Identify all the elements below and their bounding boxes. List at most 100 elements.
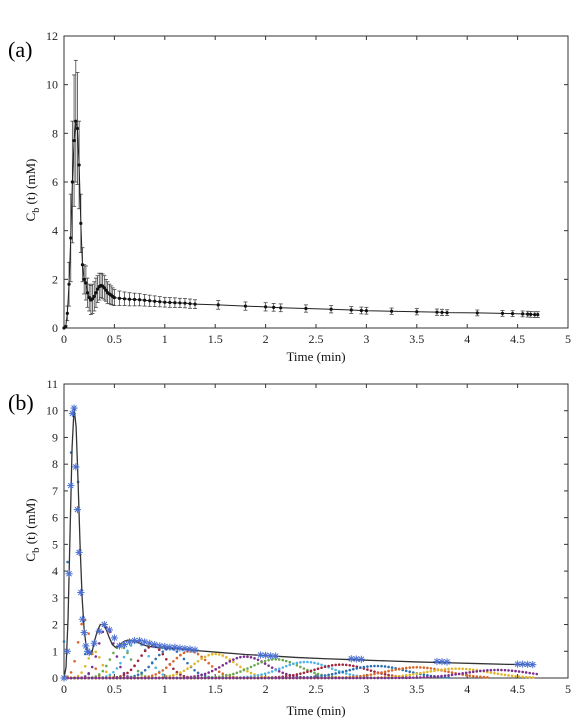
component-dot [207,653,210,657]
component-dot [143,649,147,653]
component-dot [101,663,105,667]
sample-marker-stroke [257,652,264,658]
data-point [349,308,353,312]
panel-b-x-tick-label: 3 [363,682,369,696]
component-dot [454,673,457,676]
component-dot [288,676,292,680]
component-dot [496,672,500,676]
sample-marker-stroke [187,646,193,653]
component-dot [366,676,369,680]
component-dot [119,665,122,669]
component-dot [383,676,387,680]
sample-marker [68,409,76,417]
component-dot [461,667,464,671]
data-point [168,300,172,305]
component-dot [433,669,436,672]
component-dot [376,672,380,675]
component-dot [73,676,76,680]
component-dot [373,670,376,673]
component-dot [87,672,90,675]
panel-a-x-axis-label: Time (min) [286,349,345,364]
component-dot [351,676,355,680]
component-dot [330,676,334,680]
component-dot [76,676,80,680]
data-point [138,298,142,302]
component-dot [281,666,285,669]
component-dot [397,676,401,680]
component-dot [288,663,292,667]
sample-marker [529,661,537,669]
component-dot [126,671,129,675]
sample-marker [63,647,71,655]
component-dot [496,668,500,672]
component-dot [210,669,214,673]
component-dot [108,676,112,680]
component-dot [313,671,316,675]
sample-marker [186,645,194,653]
panel-b-y-tick-label: 2 [52,618,58,632]
component-dot [200,655,203,659]
sample-marker [146,639,154,647]
component-dot [196,659,200,663]
component-dot [133,664,136,668]
component-dot [415,672,419,676]
component-dot [306,670,309,674]
sample-marker-stroke [101,621,108,628]
panel-b-axes: 0 0.5 1 1.5 2 2.5 3 3.5 4 4.5 5 0 1 2 3 4 5 6 7 8 9 10 11 [46,377,571,696]
component-dot [232,672,235,676]
component-dot [80,676,83,680]
component-dot [401,674,404,678]
component-dot [179,671,182,674]
component-dot [362,676,366,680]
data-point [390,309,394,313]
component-dot [531,676,535,679]
component-dot [157,676,161,680]
sample-marker [161,642,169,651]
component-dot [196,652,200,656]
component-dot [429,669,433,673]
panel-a-series-line [63,121,538,329]
data-point [304,306,308,311]
sample-marker [262,651,270,659]
sample-marker-stroke [182,645,188,652]
component-dot [246,667,249,670]
component-dot [179,676,182,680]
component-dot [274,676,277,680]
panel-b-y-tick-label: 5 [52,537,58,551]
panel-a-x-tick-label: 3 [363,332,369,346]
component-dot [66,560,69,564]
component-dot [507,669,510,672]
panel-a-y-tick-label: 10 [46,78,58,92]
component-dot [235,676,239,680]
component-dot [129,676,133,680]
component-dot [112,670,115,674]
component-dot [175,670,179,674]
component-dot [486,675,489,679]
component-dot [150,674,154,677]
component-dot [207,661,210,665]
component-dot [161,673,165,676]
component-dot [119,661,122,665]
component-dot [334,663,337,667]
component-dot [267,658,270,662]
data-point [529,312,533,316]
component-dot [404,676,408,680]
component-dot [348,676,352,680]
sample-marker [95,627,103,635]
panel-a-error-bars [63,59,540,329]
component-dot [256,658,260,662]
component-dot [471,668,475,672]
panel-a-x-tick-label: 0 [61,332,67,346]
component-dot [277,669,281,673]
panel-a-y-tick-label: 0 [52,321,58,335]
sample-marker [60,674,68,682]
sample-marker [120,640,129,649]
component-dot [482,669,486,672]
component-dot [486,669,489,672]
component-dot [270,658,274,661]
component-dot [426,670,429,674]
data-point [122,297,127,301]
sample-marker-stroke [106,627,113,633]
sample-marker [85,649,93,657]
component-dot [299,665,302,669]
